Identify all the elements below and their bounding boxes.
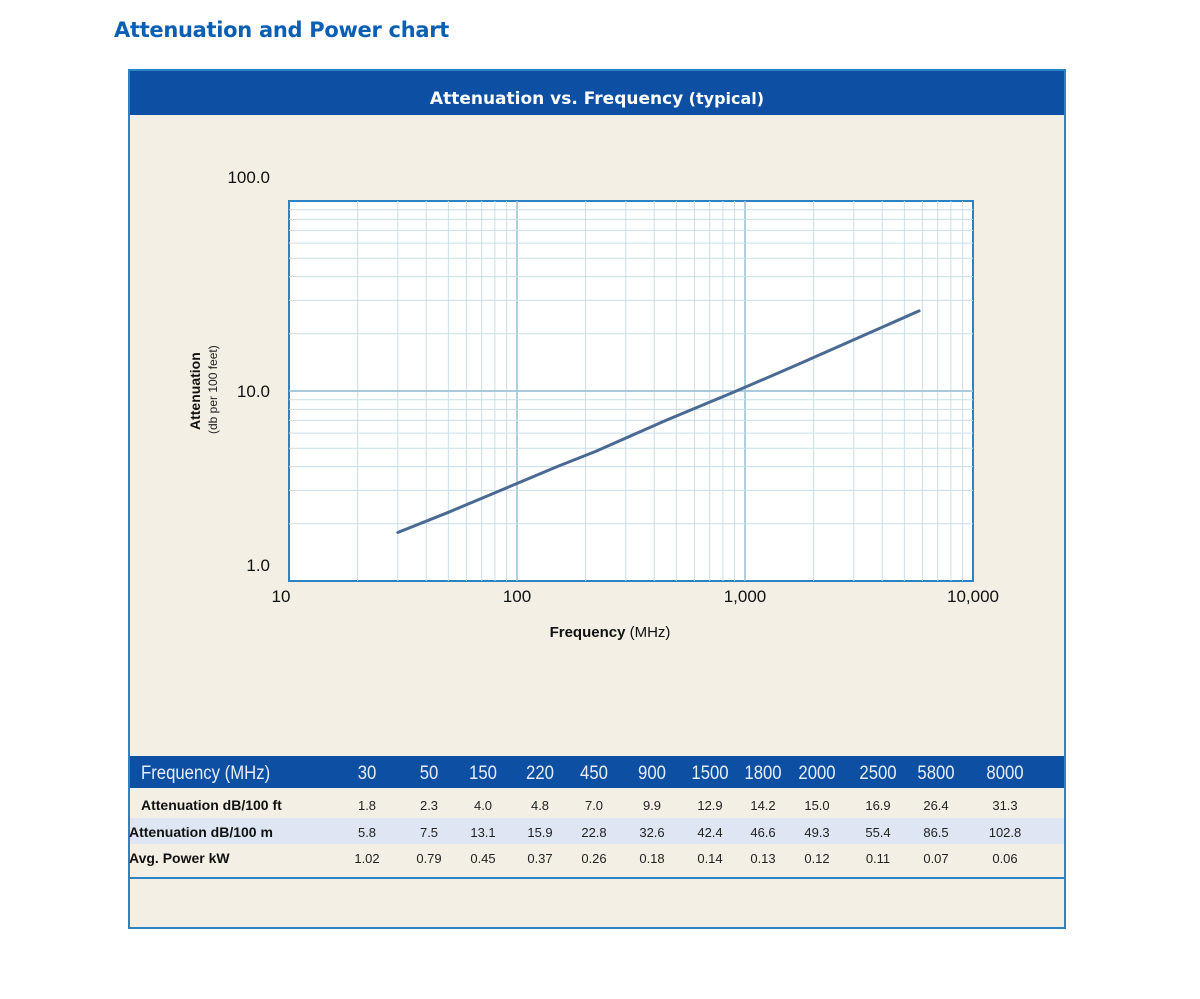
table-cell: 1.8 — [357, 798, 377, 813]
table-cell: 7.0 — [584, 798, 604, 813]
table-cell: 22.8 — [581, 825, 607, 840]
table-cell: 49.3 — [804, 825, 830, 840]
table-cell: 12.9 — [697, 798, 723, 813]
table-cell: 13.1 — [470, 825, 496, 840]
table-cell: 15.0 — [804, 798, 830, 813]
x-axis-unit: (MHz) — [629, 624, 671, 641]
table-cell: 46.6 — [750, 825, 776, 840]
table-cell: 4.0 — [473, 798, 493, 813]
table-cell: 0.13 — [750, 851, 776, 866]
frequency-header-cell: 8000 — [986, 763, 1024, 784]
chart-title: Attenuation vs. Frequency — [429, 89, 684, 109]
table-cell: 0.45 — [470, 851, 496, 866]
y-axis-unit: (db per 100 feet) — [206, 345, 220, 434]
table-cell: 26.4 — [923, 798, 949, 813]
table-cell: 0.06 — [992, 851, 1018, 866]
frequency-header-cell: 2000 — [798, 763, 836, 784]
table-cell: 7.5 — [419, 825, 439, 840]
table-cell: 14.2 — [750, 798, 776, 813]
y-axis-label: Attenuation — [187, 352, 203, 430]
frequency-header-cell: 1500 — [691, 763, 729, 784]
frequency-header-cell: 220 — [526, 763, 554, 784]
x-tick-label: 1,000 — [724, 587, 767, 606]
table-cell: 0.11 — [865, 851, 891, 866]
table-cell: 86.5 — [923, 825, 949, 840]
x-tick-label: 100 — [503, 587, 531, 606]
frequency-header-cell: 50 — [419, 763, 439, 784]
table-cell: 15.9 — [527, 825, 553, 840]
series-line — [396, 309, 921, 534]
table-cell: 0.18 — [639, 851, 665, 866]
axis-ticks: 10 100 1,000 10,000 1.0 10.0 100.0 — [227, 168, 999, 606]
frequency-header-cell: 900 — [638, 763, 666, 784]
table-cell: 0.26 — [581, 851, 607, 866]
table-cell: 5.8 — [357, 825, 377, 840]
table-cell: 0.14 — [697, 851, 723, 866]
y-axis-title: Attenuation (db per 100 feet) — [182, 330, 220, 440]
x-axis-label: Frequency — [549, 624, 626, 641]
row-label-avg-power: Avg. Power kW — [129, 850, 230, 866]
row-label-attenuation-m: Attenuation dB/100 m — [129, 824, 273, 840]
x-axis-title: Frequency (MHz) — [520, 624, 700, 641]
table-cell: 0.79 — [416, 851, 442, 866]
x-tick-label: 10,000 — [947, 587, 999, 606]
table-cell: 42.4 — [697, 825, 723, 840]
y-tick-label: 1.0 — [246, 556, 270, 575]
table-cell: 0.37 — [527, 851, 553, 866]
series-layer — [396, 309, 921, 534]
table-row-band-highlight — [130, 818, 1064, 844]
table-cell: 0.12 — [804, 851, 830, 866]
table-cell: 16.9 — [865, 798, 891, 813]
plot-grid — [289, 201, 973, 581]
table-cell: 31.3 — [992, 798, 1018, 813]
frequency-header-cell: 150 — [469, 763, 497, 784]
table-cell: 102.8 — [988, 825, 1022, 840]
table-cell: 1.02 — [354, 851, 380, 866]
table-cell: 0.07 — [923, 851, 949, 866]
table-bottom-rule — [130, 877, 1064, 879]
x-tick-label: 10 — [272, 587, 291, 606]
frequency-header-cell: 1800 — [744, 763, 782, 784]
y-tick-label: 10.0 — [237, 382, 270, 401]
table-cell: 32.6 — [639, 825, 665, 840]
chart-header: Attenuation vs. Frequency (typical) — [130, 71, 1064, 115]
frequency-header-cell: 30 — [357, 763, 377, 784]
frequency-header-band — [130, 756, 1064, 788]
frequency-header-cell: 5800 — [917, 763, 955, 784]
y-tick-label: 100.0 — [227, 168, 270, 187]
table-cell: 2.3 — [419, 798, 439, 813]
chart-title-qualifier: (typical) — [688, 89, 765, 108]
frequency-header-label: Frequency (MHz) — [141, 763, 271, 784]
table-cell: 9.9 — [642, 798, 662, 813]
table-cell: 55.4 — [865, 825, 891, 840]
page-title: Attenuation and Power chart — [114, 18, 450, 42]
row-label-attenuation-ft: Attenuation dB/100 ft — [141, 797, 282, 813]
frequency-header-cell: 450 — [580, 763, 608, 784]
frequency-header-cell: 2500 — [859, 763, 897, 784]
table-cell: 4.8 — [530, 798, 550, 813]
